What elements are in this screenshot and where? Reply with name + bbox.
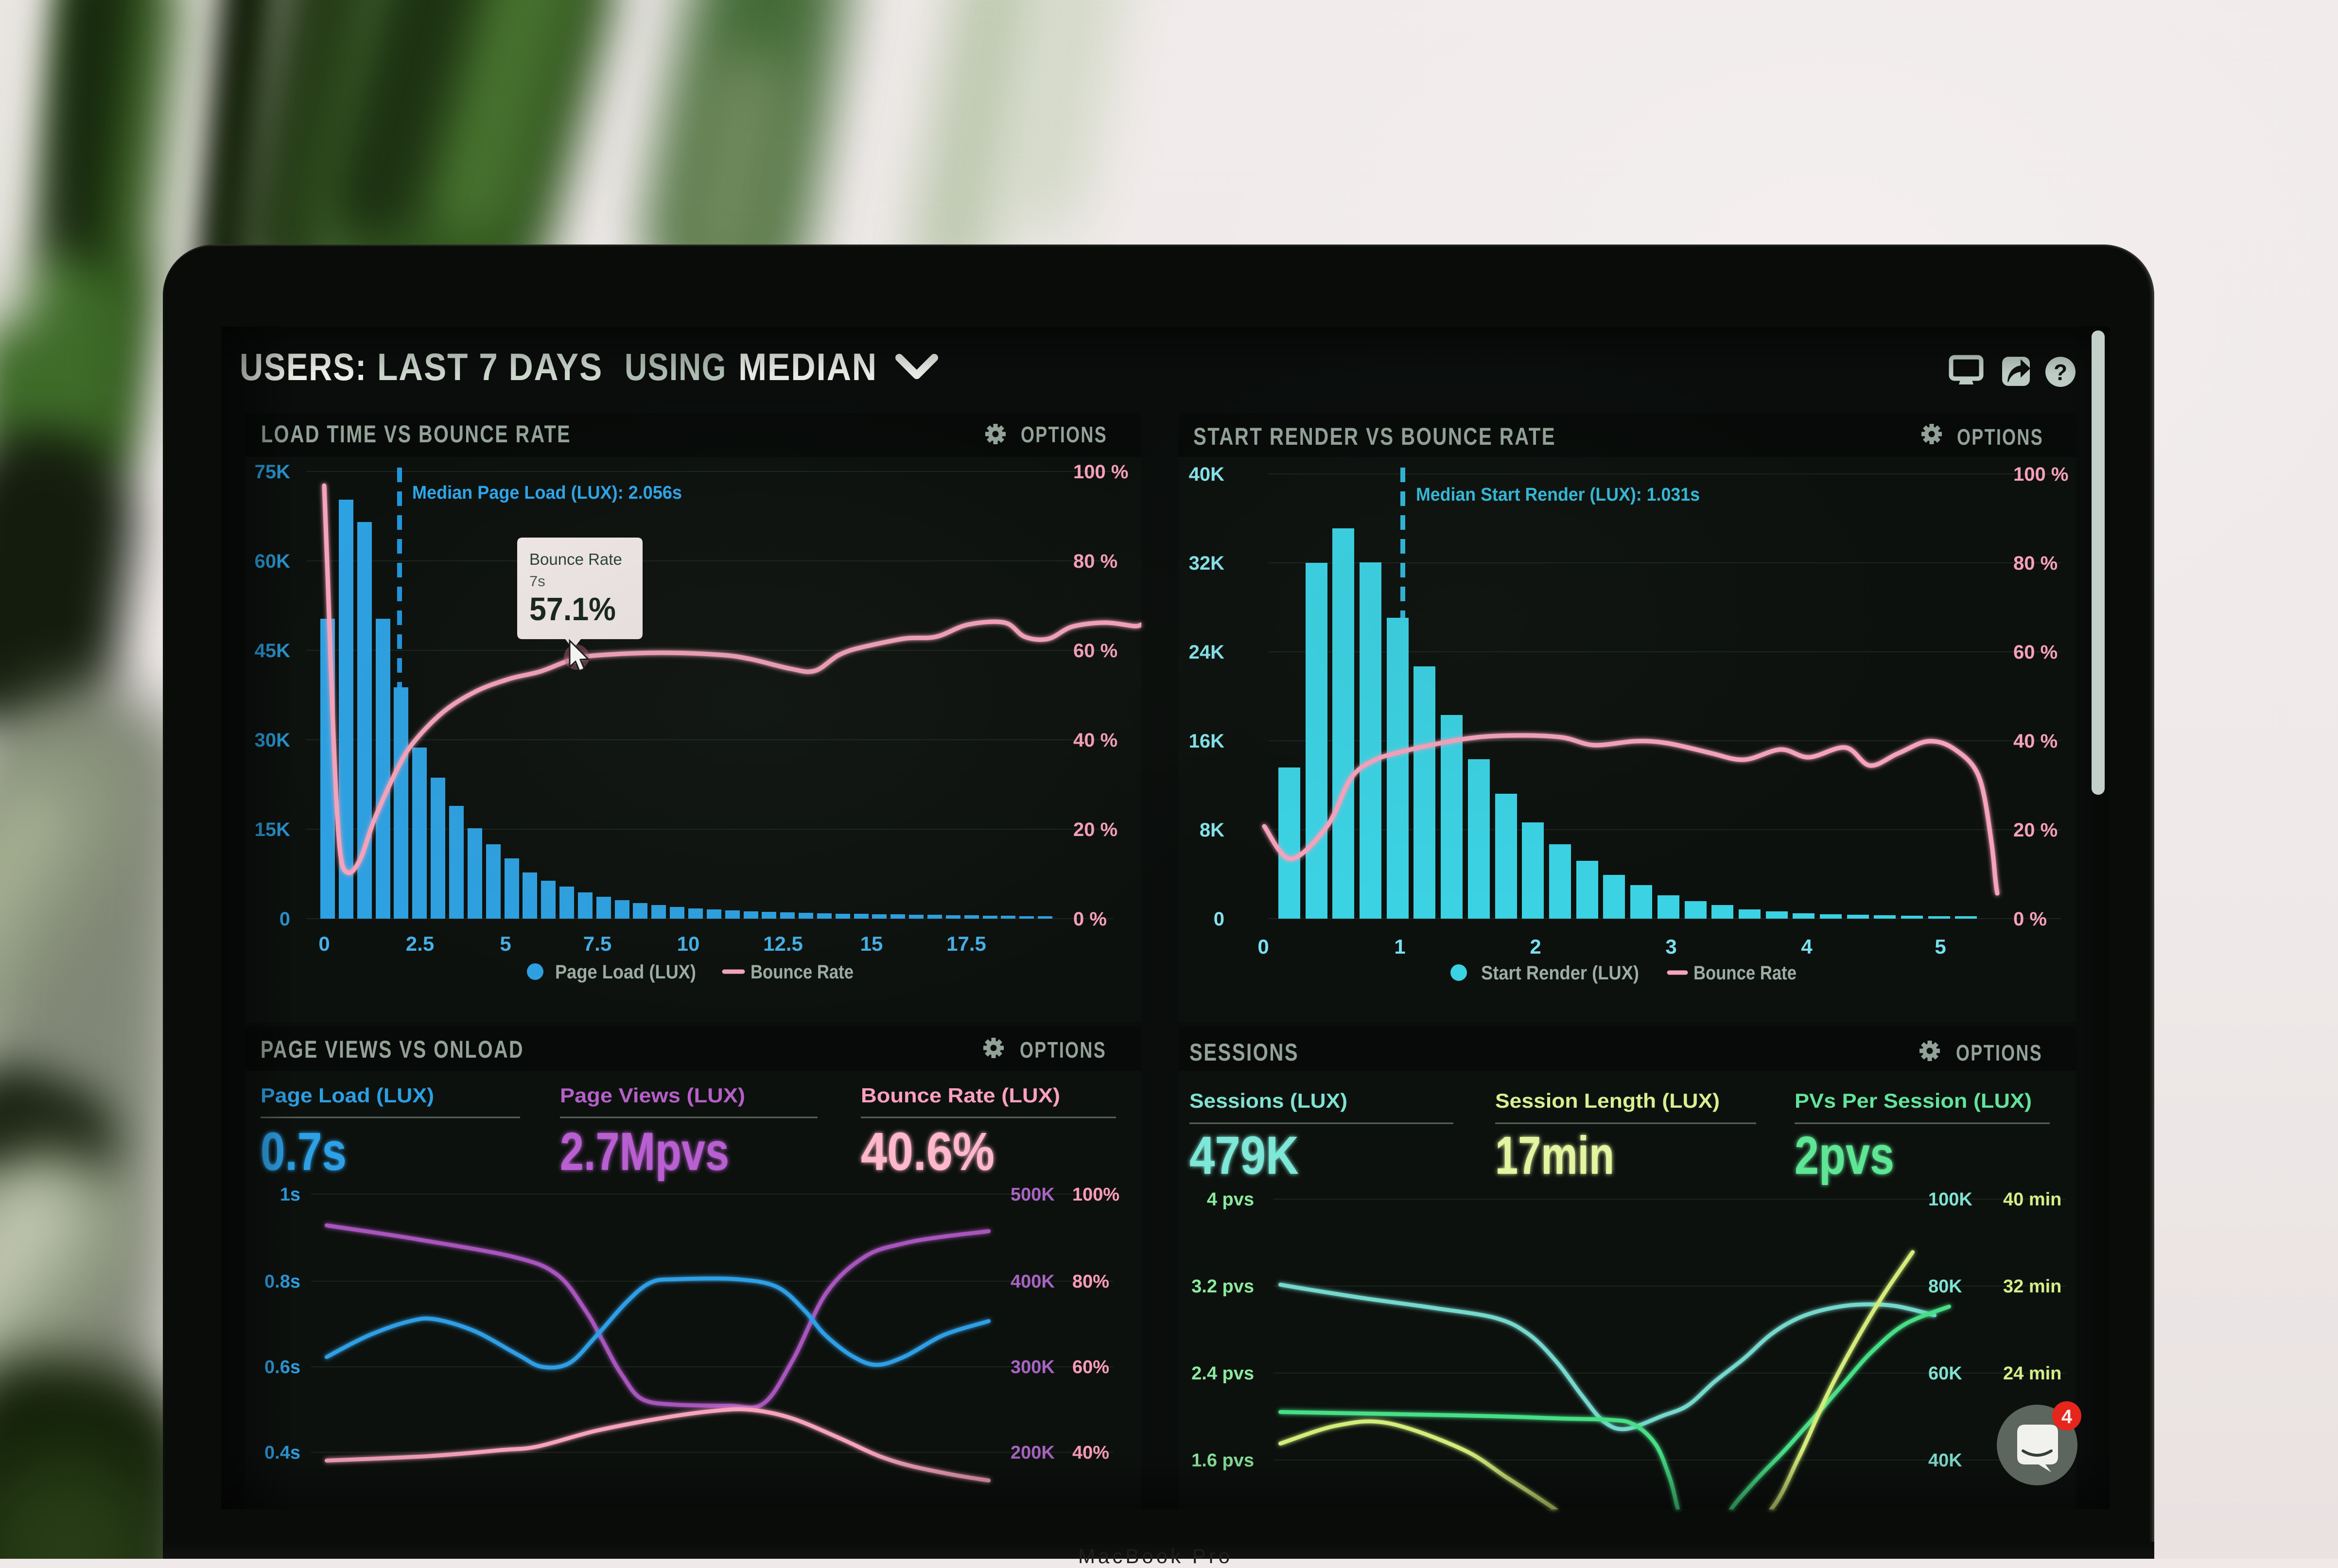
svg-text:4: 4	[2061, 1406, 2073, 1428]
